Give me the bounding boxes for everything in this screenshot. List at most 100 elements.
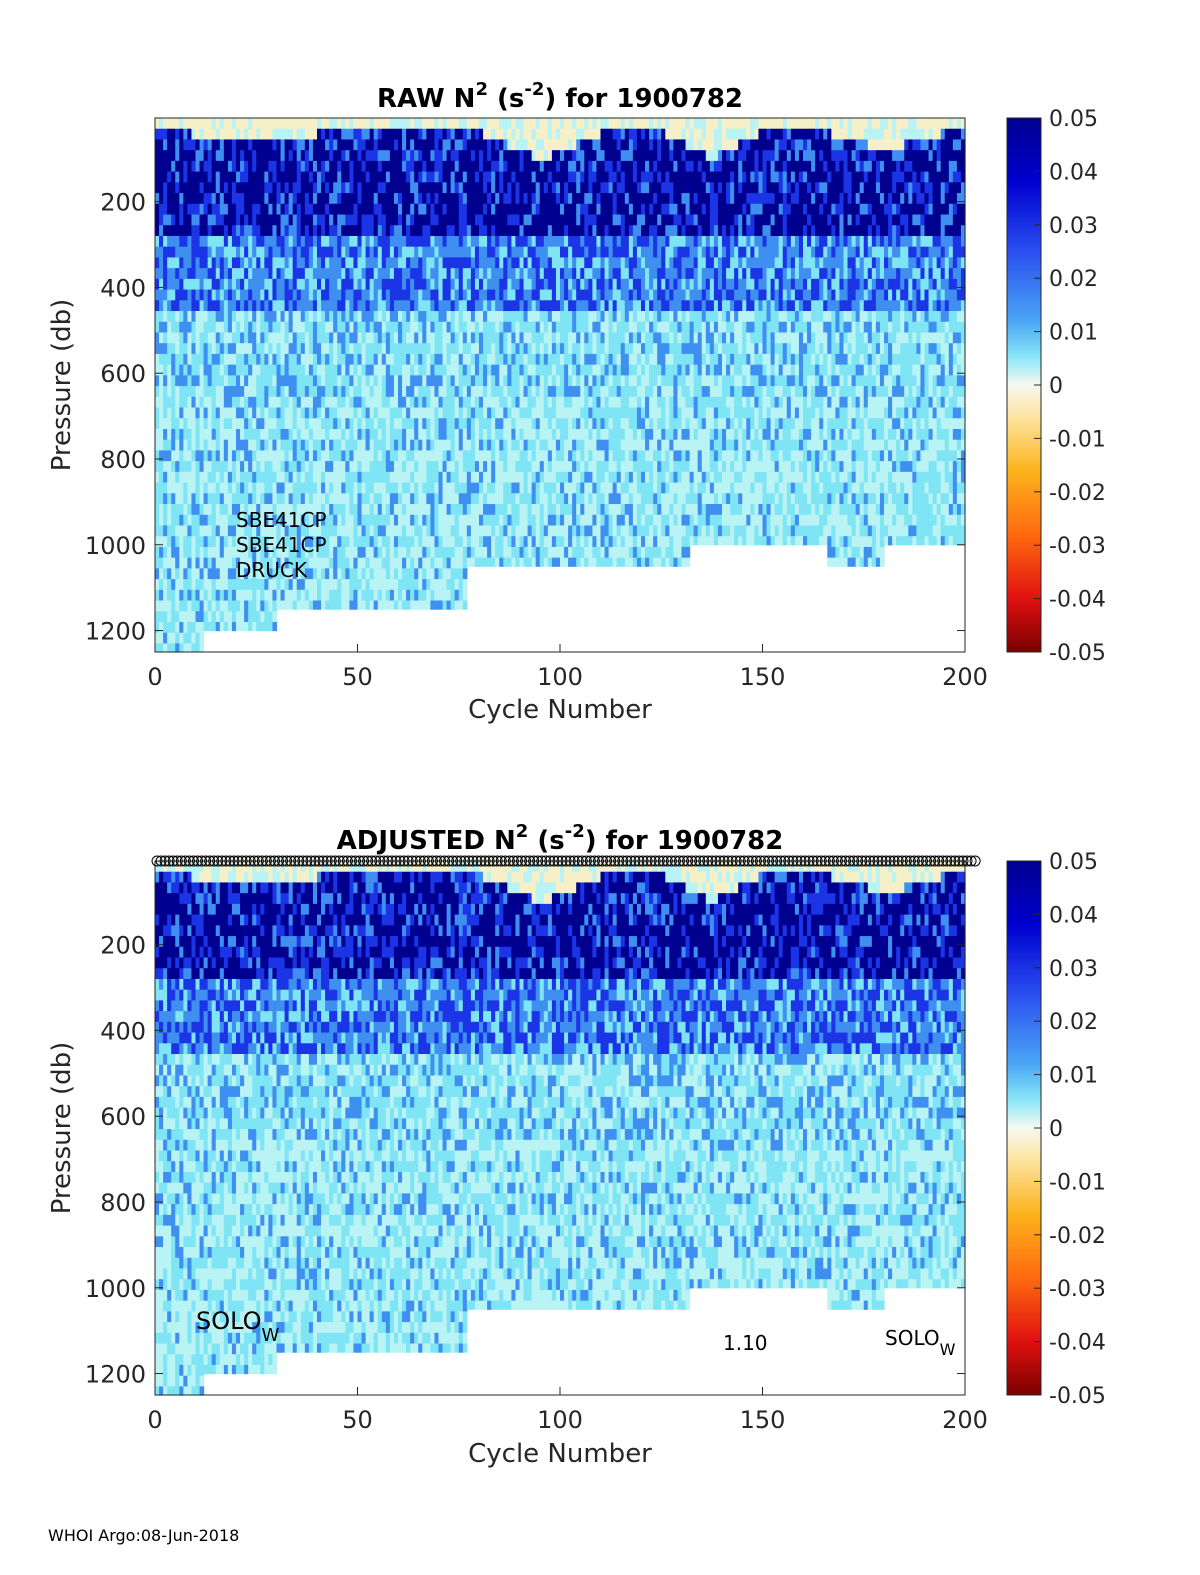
heatmap-cell xyxy=(345,407,350,419)
heatmap-cell xyxy=(434,504,440,516)
heatmap-cell xyxy=(503,353,508,366)
heatmap-cell xyxy=(487,343,492,355)
heatmap-cell xyxy=(317,139,322,151)
heatmap-cell xyxy=(268,428,274,441)
heatmap-cell xyxy=(361,589,367,602)
heatmap-cell xyxy=(511,557,517,567)
heatmap-cell xyxy=(207,246,213,258)
heatmap-cell xyxy=(588,343,593,355)
heatmap-cell xyxy=(207,171,213,183)
heatmap-cell xyxy=(584,375,589,387)
heatmap-cell xyxy=(466,257,472,269)
heatmap-cell xyxy=(155,225,160,237)
heatmap-cell xyxy=(260,160,265,173)
heatmap-cell xyxy=(183,493,188,505)
heatmap-cell xyxy=(179,128,184,141)
heatmap-cell xyxy=(268,375,274,387)
heatmap-cell xyxy=(321,118,326,130)
heatmap-cell xyxy=(487,171,492,183)
heatmap-cell xyxy=(284,171,290,183)
heatmap-cell xyxy=(560,321,565,334)
heatmap-cell xyxy=(317,568,322,580)
heatmap-cell xyxy=(284,235,290,248)
heatmap-cell xyxy=(446,536,452,548)
heatmap-cell xyxy=(325,482,330,494)
heatmap-cell xyxy=(215,514,221,527)
heatmap-cell xyxy=(410,600,415,610)
heatmap-cell xyxy=(560,128,565,141)
heatmap-cell xyxy=(406,214,411,226)
heatmap-cell xyxy=(183,471,188,484)
heatmap-cell xyxy=(244,396,249,409)
heatmap-cell xyxy=(458,278,464,291)
heatmap-cell xyxy=(284,557,290,569)
heatmap-cell xyxy=(304,407,310,419)
heatmap-cell xyxy=(353,332,359,344)
heatmap-cell xyxy=(479,193,484,205)
heatmap-cell xyxy=(572,160,577,173)
heatmap-cell xyxy=(248,289,253,301)
heatmap-cell xyxy=(519,439,525,452)
heatmap-cell xyxy=(272,418,278,430)
heatmap-cell xyxy=(191,150,197,162)
heatmap-cell xyxy=(211,621,217,632)
heatmap-cell xyxy=(272,471,278,484)
heatmap-cell xyxy=(527,353,533,366)
heatmap-cell xyxy=(333,504,338,516)
heatmap-cell xyxy=(321,214,326,226)
heatmap-cell xyxy=(163,182,168,194)
heatmap-cell xyxy=(195,482,201,494)
heatmap-cell xyxy=(531,193,537,205)
heatmap-cell xyxy=(466,203,472,216)
heatmap-cell xyxy=(418,589,423,602)
heatmap-cell xyxy=(207,150,213,162)
heatmap-cell xyxy=(329,504,334,516)
heatmap-cell xyxy=(199,557,205,569)
heatmap-cell xyxy=(227,268,233,280)
heatmap-cell xyxy=(256,386,261,398)
heatmap-cell xyxy=(406,536,411,548)
heatmap-cell xyxy=(203,504,209,516)
heatmap-cell xyxy=(474,300,480,312)
heatmap-cell xyxy=(519,407,525,419)
heatmap-cell xyxy=(280,364,286,376)
heatmap-cell xyxy=(438,546,444,559)
heatmap-cell xyxy=(422,418,427,430)
heatmap-cell xyxy=(402,396,407,409)
heatmap-cell xyxy=(414,364,419,376)
heatmap-cell xyxy=(584,278,589,291)
heatmap-cell xyxy=(596,203,602,216)
heatmap-cell xyxy=(179,289,184,301)
heatmap-cell xyxy=(312,214,318,226)
heatmap-cell xyxy=(539,525,545,537)
heatmap-cell xyxy=(361,203,367,216)
heatmap-cell xyxy=(183,289,188,301)
heatmap-cell xyxy=(191,396,197,409)
heatmap-cell xyxy=(357,160,363,173)
heatmap-cell xyxy=(434,246,440,258)
heatmap-cell xyxy=(329,568,334,580)
heatmap-cell xyxy=(511,311,517,323)
heatmap-cell xyxy=(276,600,282,610)
heatmap-cell xyxy=(179,268,184,280)
heatmap-cell xyxy=(438,332,444,344)
heatmap-cell xyxy=(248,300,253,312)
heatmap-cell xyxy=(402,418,407,430)
heatmap-cell xyxy=(357,471,363,484)
heatmap-cell xyxy=(292,375,298,387)
heatmap-cell xyxy=(547,118,553,130)
heatmap-cell xyxy=(211,589,217,602)
heatmap-cell xyxy=(231,482,237,494)
heatmap-cell xyxy=(159,160,164,173)
heatmap-cell xyxy=(568,300,573,312)
heatmap-cell xyxy=(155,257,160,269)
heatmap-cell xyxy=(284,493,290,505)
heatmap-cell xyxy=(195,353,201,366)
heatmap-cell xyxy=(466,246,472,258)
heatmap-cell xyxy=(219,171,225,183)
heatmap-cell xyxy=(304,525,310,537)
heatmap-cell xyxy=(398,353,403,366)
heatmap-cell xyxy=(329,428,334,441)
heatmap-cell xyxy=(268,289,274,301)
heatmap-cell xyxy=(568,160,573,173)
